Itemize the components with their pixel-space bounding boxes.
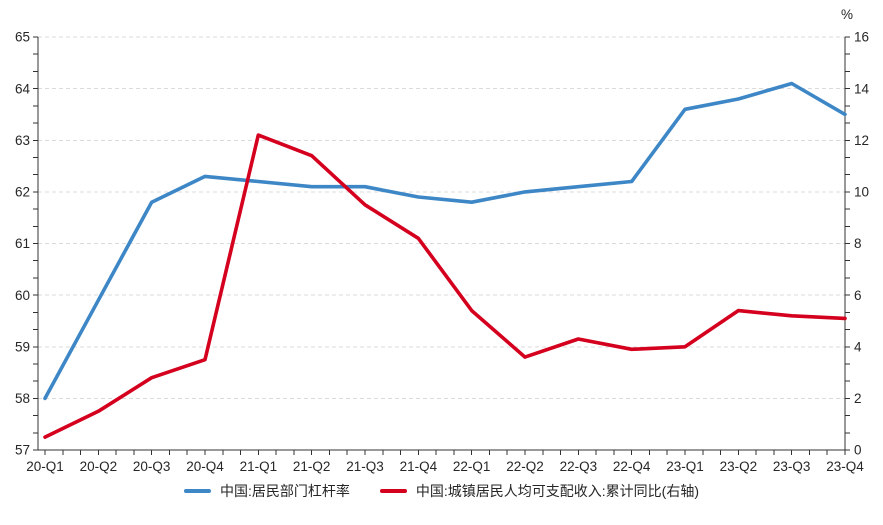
right-axis-unit-label: % [841,7,853,22]
y-axis-left-tick-label: 57 [15,443,30,458]
x-axis-tick-label: 23-Q4 [826,459,864,474]
y-axis-left-tick-label: 62 [15,185,30,200]
y-axis-left-tick-label: 59 [15,339,30,354]
y-axis-left-tick-label: 61 [15,236,30,251]
y-axis-right-tick-label: 2 [854,391,862,406]
x-axis-tick-label: 20-Q4 [186,459,224,474]
x-axis-tick-label: 21-Q1 [240,459,278,474]
x-axis-tick-label: 22-Q4 [613,459,651,474]
y-axis-left-tick-label: 64 [15,81,31,96]
x-axis-tick-label: 21-Q2 [293,459,331,474]
x-axis-tick-label: 20-Q1 [26,459,64,474]
series-line-disposable-income-yoy [43,133,847,439]
y-axis-right-tick-label: 8 [854,236,862,251]
y-axis-right-tick-label: 16 [854,30,869,45]
x-axis-labels: 20-Q1 20-Q2 20-Q3 20-Q4 21-Q1 21-Q2 21-Q3 21-Q4… [26,459,864,474]
y-axis-right-tick-label: 4 [854,339,862,354]
x-axis-tick-label: 23-Q3 [773,459,811,474]
x-axis-tick-label: 22-Q3 [560,459,598,474]
y-axis-left-tick-label: 60 [15,288,30,303]
y-axis-left-tick-label: 65 [15,30,30,45]
axis-ticks [33,36,850,455]
x-axis-tick-label: 23-Q2 [720,459,758,474]
x-axis-tick-label: 22-Q1 [453,459,491,474]
legend-label: 中国:城镇居民人均可支配收入:累计同比(右轴) [415,483,699,499]
y-axis-right-tick-label: 6 [854,288,862,303]
legend-label: 中国:居民部门杠杆率 [220,483,350,499]
legend-item-household-leverage-ratio: 中国:居民部门杠杆率 [184,484,350,498]
gridlines [38,36,845,399]
x-axis-tick-label: 20-Q2 [80,459,118,474]
legend: 中国:居民部门杠杆率 中国:城镇居民人均可支配收入:累计同比(右轴) [0,484,883,498]
x-axis-tick-label: 21-Q3 [346,459,384,474]
series-line-household-leverage-ratio [43,81,847,401]
legend-line-swatch-icon [379,489,407,493]
legend-item-disposable-income-yoy: 中国:城镇居民人均可支配收入:累计同比(右轴) [379,483,699,499]
y-axis-right-labels: 0 2 4 6 8 10 12 14 16 [854,30,870,458]
x-axis-tick-label: 20-Q3 [133,459,171,474]
y-axis-left-tick-label: 63 [15,133,30,148]
y-axis-right-tick-label: 0 [854,443,862,458]
y-axis-right-tick-label: 14 [854,81,870,96]
x-axis-tick-label: 22-Q2 [506,459,544,474]
x-axis-tick-label: 21-Q4 [400,459,438,474]
legend-line-swatch-icon [184,489,211,493]
y-axis-left-labels: 57 58 59 60 61 62 63 64 65 [15,30,31,458]
y-axis-left-tick-label: 58 [15,391,30,406]
x-axis-tick-label: 23-Q1 [666,459,704,474]
y-axis-right-tick-label: 12 [854,133,869,148]
y-axis-right-tick-label: 10 [854,185,869,200]
